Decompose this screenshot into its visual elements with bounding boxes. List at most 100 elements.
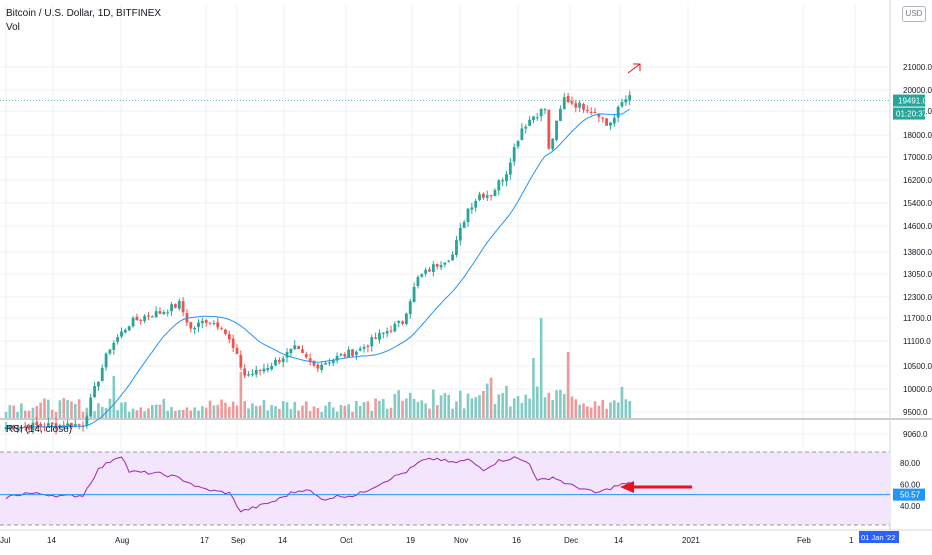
volume-bar (512, 398, 516, 418)
candle-body (77, 424, 81, 426)
volume-bar (613, 400, 616, 418)
candle-body (528, 119, 531, 126)
price-arrowhead (633, 63, 641, 71)
volume-bar (566, 352, 570, 418)
candle-body (462, 222, 466, 228)
candle-body (343, 354, 347, 357)
candle-body (358, 348, 362, 351)
candle-body (439, 265, 443, 268)
volume-bar (405, 398, 408, 418)
candle-body (100, 368, 104, 382)
volume-bar (262, 399, 266, 418)
volume-bar (154, 404, 158, 418)
candle-body (266, 368, 270, 371)
volume-bar (151, 405, 154, 418)
rsi-band (0, 451, 890, 526)
candle-body (443, 262, 447, 265)
candle-body (405, 313, 408, 324)
volume-bar (308, 411, 312, 418)
candle-body (197, 322, 200, 328)
volume-bar (408, 392, 412, 418)
volume-bar (620, 386, 624, 418)
volume-label[interactable]: Vol (6, 22, 20, 33)
candle-body (216, 322, 220, 328)
candle-body (16, 428, 19, 430)
candle-body (555, 120, 558, 140)
volume-bar (50, 409, 54, 418)
price-tick-label: 10500.0 (903, 362, 932, 371)
countdown-tag (893, 107, 925, 120)
candle-body (412, 286, 416, 303)
volume-bar (27, 410, 31, 418)
rsi-axis[interactable]: 80.00 60.00 40.00 50.57 (893, 459, 925, 511)
volume-bar (393, 393, 397, 418)
candle-body (489, 195, 493, 197)
candle-body (474, 200, 478, 208)
candle-body (212, 323, 216, 325)
volume-bar (77, 399, 81, 418)
candle-body (466, 208, 470, 222)
time-tick-label: 16 (512, 536, 521, 545)
candle-body (589, 111, 593, 113)
time-axis[interactable]: Jul 14 Aug 17 Sep 14 Oct 19 Nov 16 Dec 14 2021 Feb 1 01… (0, 531, 899, 545)
candle-body (316, 364, 320, 369)
candle-body (177, 300, 181, 309)
volume-bar (382, 398, 385, 418)
candle-body (616, 106, 620, 118)
candle-body (408, 301, 412, 315)
last-price-tag[interactable] (893, 94, 925, 107)
time-tick-label: 17 (200, 536, 209, 545)
candle-body (50, 422, 54, 425)
rsi-overbought-oversold-band (0, 452, 890, 525)
price-tick-label: 15400.0 (903, 199, 932, 208)
candle-body (424, 269, 428, 274)
volume-bar (247, 408, 250, 418)
volume-bar (158, 404, 162, 418)
time-tick-label: 14 (278, 536, 287, 545)
volume-bar (12, 405, 15, 418)
volume-bar (293, 401, 297, 418)
candle-body (174, 304, 177, 308)
symbol-title[interactable]: Bitcoin / U.S. Dollar, 1D, BITFINEX (6, 8, 162, 19)
candle-body (227, 334, 231, 340)
price-axis[interactable]: 9060.0 9500.0 10000.0 10500.0 11100.0 11700.0… (0, 63, 932, 439)
date-tag[interactable] (859, 531, 899, 543)
candle-body (428, 269, 431, 272)
candle-body (609, 122, 612, 126)
volume-bar (301, 405, 304, 418)
candle-body (381, 332, 385, 334)
candle-body (54, 423, 58, 429)
candle-body (162, 312, 166, 315)
price-tick-label: 16200.0 (903, 176, 932, 185)
volume-bar (201, 406, 204, 418)
volume-bar (335, 411, 339, 418)
volume-bar (536, 386, 539, 418)
volume-bar (428, 408, 431, 418)
candle-body (254, 369, 258, 375)
volume-bar (455, 401, 458, 418)
candle-body (543, 109, 547, 111)
volume-bar (316, 408, 320, 418)
volume-bar (509, 406, 512, 418)
candle-body (478, 194, 481, 201)
candle-body (131, 317, 135, 327)
volume-bar (258, 405, 262, 418)
price-tick-label: 12300.0 (903, 293, 932, 302)
time-tick-label: Jul (0, 536, 10, 545)
candle-body (123, 329, 127, 333)
candle-body (108, 349, 112, 354)
candle-body (70, 423, 73, 428)
candle-body (370, 337, 374, 347)
candle-body (578, 102, 582, 108)
candle-body (493, 190, 497, 197)
candle-body (347, 349, 351, 358)
rsi-value-tag[interactable] (893, 488, 925, 501)
rsi-tick-label: 40.00 (900, 502, 921, 511)
rsi-label[interactable]: RSI (14, close) (6, 424, 73, 435)
candle-body (73, 424, 77, 427)
candle-body (93, 386, 96, 398)
candle-body (116, 337, 120, 342)
candle-body (270, 366, 274, 370)
currency-button[interactable]: USD (902, 6, 926, 22)
